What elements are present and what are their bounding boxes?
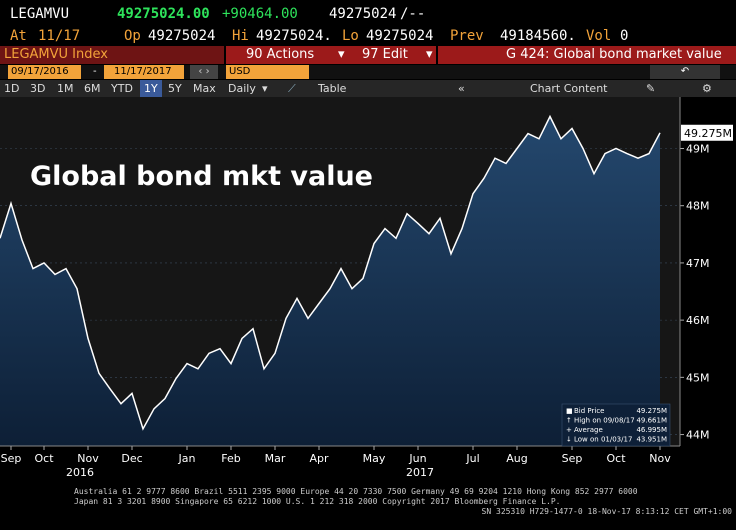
x-tick-label: Oct	[34, 452, 54, 465]
x-tick-label: Mar	[265, 452, 286, 465]
legend-label: Bid Price	[574, 407, 605, 415]
function-bar: G 424: Global bond market value	[438, 46, 736, 64]
period-row: Daily ▾ ⟋ Table « Chart Content ✎ ⚙ 1D 3D…	[0, 80, 736, 97]
period-button[interactable]: YTD	[111, 82, 133, 95]
chart-content[interactable]: Chart Content	[530, 82, 608, 95]
period-button[interactable]: 5Y	[168, 82, 182, 95]
settings-icon[interactable]: ⚙	[702, 82, 712, 95]
edit-icon[interactable]: ✎	[646, 82, 656, 95]
year-label: 2016	[66, 466, 94, 477]
x-tick-label: Jun	[408, 452, 426, 465]
prev: 49184560.	[500, 28, 576, 44]
low: 49275024	[366, 28, 434, 44]
legend: ■ Bid Price 49.275M ↑ High on 09/08/17 49.661…	[561, 403, 671, 447]
actions-menu[interactable]: 90 Actions	[246, 47, 315, 62]
menu-bar: 90 Actions ▾ 97 Edit ▾	[226, 46, 436, 64]
last-value-label: 49.275M	[684, 127, 732, 140]
legend-symbol: ↑	[566, 417, 572, 425]
footer-line: Australia 61 2 9777 8600 Brazil 5511 239…	[74, 487, 638, 496]
y-tick-label: 47M	[686, 257, 710, 270]
legend-box	[561, 403, 671, 447]
dropdown-arrow: ▾	[338, 47, 345, 62]
x-tick-label: Jul	[465, 452, 479, 465]
x-tick-label: Oct	[606, 452, 626, 465]
legend-symbol: +	[566, 426, 572, 434]
at-label: At	[10, 28, 27, 44]
high: 49275024.	[256, 28, 332, 44]
legend-label: High on 09/08/17	[574, 417, 635, 425]
y-tick-label: 45M	[686, 371, 710, 384]
frequency[interactable]: Daily	[228, 82, 256, 95]
y-tick-label: 48M	[686, 200, 710, 213]
x-tick-label: Sep	[562, 452, 583, 465]
legend-label: Average	[574, 426, 603, 434]
security-bar: LEGAMVU Index	[0, 46, 224, 64]
period-button[interactable]: Max	[193, 82, 216, 95]
legend-symbol: ■	[566, 407, 573, 415]
legend-value: 49.275M	[636, 407, 667, 415]
period-button[interactable]: 1D	[4, 82, 20, 95]
high-label: Hi	[232, 28, 249, 44]
legend-label: Low on 01/03/17	[574, 436, 632, 444]
open-label: Op	[124, 28, 141, 44]
x-tick-label: Aug	[506, 452, 527, 465]
prev-label: Prev	[450, 28, 484, 44]
x-tick-label: Apr	[309, 452, 329, 465]
last-price: 49275024.00	[117, 6, 210, 22]
date-dash: -	[93, 66, 97, 77]
x-tick-label: Jan	[178, 452, 196, 465]
area-fill	[0, 116, 660, 446]
low-label: Lo	[342, 28, 359, 44]
ask: /--	[400, 6, 426, 22]
x-tick-label: Nov	[77, 452, 99, 465]
period-button[interactable]: 6M	[84, 82, 101, 95]
end-date[interactable]: 11/17/2017	[104, 65, 184, 79]
back-button[interactable]: ↶	[650, 65, 720, 79]
x-tick-label: Feb	[221, 452, 240, 465]
chart-icon[interactable]: ⟋	[288, 82, 296, 95]
y-tick-label: 44M	[686, 429, 710, 442]
legend-value: 49.661M	[636, 417, 667, 425]
period-button[interactable]: 3D	[30, 82, 46, 95]
y-tick-label: 49M	[686, 142, 710, 155]
legend-value: 43.951M	[636, 436, 667, 444]
collapse[interactable]: «	[458, 82, 465, 95]
price-line	[0, 114, 661, 431]
edit-menu[interactable]: 97 Edit	[362, 47, 408, 62]
vol: 0	[620, 28, 629, 44]
security: LEGAMVU Index	[4, 47, 108, 62]
footer-line: Japan 81 3 3201 8900 Singapore 65 6212 1…	[74, 497, 561, 506]
x-tick-label: Dec	[121, 452, 142, 465]
x-tick-label: Sep	[1, 452, 22, 465]
start-date[interactable]: 09/17/2016	[8, 65, 81, 79]
date-arrows[interactable]: ‹ ›	[190, 65, 218, 79]
period-button[interactable]: 1M	[57, 82, 74, 95]
x-tick-label: Nov	[649, 452, 671, 465]
change: +90464.00	[222, 6, 298, 22]
footer-line: SN 325310 H729-1477-0 18-Nov-17 8:13:12 …	[481, 507, 732, 516]
at-date: 11/17	[38, 28, 81, 44]
year-label: 2017	[406, 466, 434, 477]
chart-title: Global bond mkt value	[30, 161, 373, 192]
last-value-box	[681, 124, 733, 141]
bid: 49275024	[329, 6, 397, 22]
open: 49275024	[148, 28, 216, 44]
y-tick-label: 46M	[686, 314, 710, 327]
legend-symbol: ↓	[566, 436, 572, 444]
vol-label: Vol	[586, 28, 612, 44]
function-title: G 424: Global bond market value	[506, 47, 722, 62]
ticker: LEGAMVU	[10, 6, 70, 22]
date-row	[0, 65, 736, 79]
legend-value: 46.995M	[636, 426, 667, 434]
axis-background	[680, 97, 736, 446]
period-button[interactable]: 1Y	[140, 80, 162, 97]
currency[interactable]: USD	[226, 65, 309, 79]
chart: Global bond mkt value 44M 45M 46M 47M 48M 49M…	[0, 97, 736, 477]
dropdown-arrow: ▾	[262, 82, 268, 95]
x-tick-label: May	[363, 452, 386, 465]
table-button[interactable]: Table	[318, 82, 347, 95]
dropdown-arrow: ▾	[426, 47, 433, 62]
